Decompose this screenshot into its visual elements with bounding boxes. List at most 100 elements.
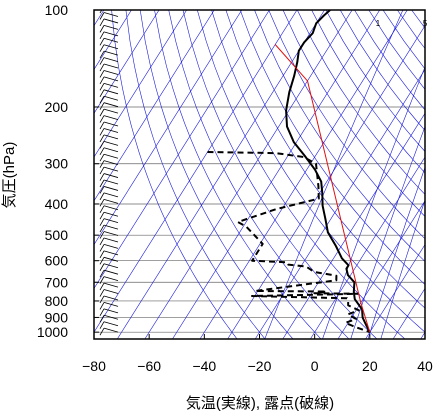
wind-barb-feather — [99, 257, 105, 265]
wind-barb — [103, 134, 119, 140]
y-tick-label: 200 — [45, 99, 69, 115]
wind-barb — [103, 192, 119, 198]
wind-barb-feather — [99, 282, 105, 291]
isotherm-line — [94, 10, 215, 202]
wind-barb — [103, 231, 119, 236]
wind-barb — [103, 50, 119, 56]
dry-adiabat-line — [397, 10, 425, 49]
wind-barb — [103, 224, 119, 230]
x-axis-title: 気温(実線), 露点(破線) — [186, 395, 334, 412]
isotherm-line — [254, 68, 425, 339]
wind-barb-feather — [99, 160, 105, 168]
isotherm-line — [94, 10, 298, 333]
wind-barb-feather — [99, 289, 105, 297]
y-tick-label: 600 — [45, 253, 69, 269]
wind-barb-feather — [99, 102, 105, 110]
mixing-ratio-label: 1 — [376, 19, 381, 28]
wind-barb — [103, 108, 119, 114]
thermodynamic-background-lines — [94, 10, 435, 339]
wind-barb-feather — [99, 295, 105, 304]
wind-barb-feather — [99, 70, 105, 78]
dry-adiabat-line — [297, 10, 425, 195]
isotherm-line — [227, 25, 425, 339]
wind-barb-feather — [99, 38, 105, 46]
wind-barb — [103, 121, 119, 127]
wind-barb-feather — [99, 321, 105, 329]
wind-barb-feather — [99, 263, 105, 271]
x-tick-label: 0 — [311, 358, 319, 374]
wind-barb-feather — [99, 12, 105, 20]
x-tick-label: 40 — [417, 358, 433, 374]
wind-barb — [103, 24, 119, 30]
wind-barb-feather — [99, 115, 105, 123]
wind-barb — [103, 244, 119, 249]
isotherm-line — [94, 10, 270, 289]
wind-barb — [103, 289, 119, 294]
y-tick-label: 300 — [45, 156, 69, 172]
isotherm-line — [94, 10, 160, 114]
x-tick-label: −20 — [248, 358, 272, 374]
dry-adiabat-line — [225, 10, 425, 309]
dry-adiabat-line — [268, 10, 425, 240]
wind-barb — [103, 302, 119, 307]
dry-adiabat-line — [182, 10, 378, 339]
wind-barb-feather — [99, 50, 105, 59]
isotherm-line — [365, 244, 425, 339]
x-tick-label: −80 — [82, 358, 106, 374]
isotherm-line — [117, 10, 325, 339]
wind-barb-feather — [99, 250, 105, 259]
wind-barb — [103, 128, 119, 133]
wind-barb — [103, 295, 119, 301]
wind-barb — [103, 63, 119, 69]
wind-barb-feather — [99, 108, 105, 117]
wind-barb-feather — [99, 76, 105, 85]
wind-barb-feather — [99, 179, 105, 188]
isotherm-line — [94, 10, 187, 158]
dry-adiabat-line — [282, 10, 425, 217]
wind-barb — [103, 37, 119, 43]
wind-barb-feather — [99, 186, 105, 194]
dry-adiabat-line — [382, 10, 425, 70]
wind-barb-feather — [99, 199, 105, 207]
isotherm-line — [172, 10, 380, 339]
wind-barb — [103, 166, 119, 172]
plot-area — [93, 9, 435, 340]
dry-adiabat-line — [426, 10, 435, 339]
wind-barb-feather — [99, 147, 105, 155]
isotherm-line — [144, 10, 353, 339]
wind-barb — [103, 211, 119, 217]
wind-barb-feather — [99, 224, 105, 233]
wind-barb-feather — [99, 31, 105, 40]
wind-barb — [103, 263, 119, 269]
wind-barb-feather — [99, 173, 105, 181]
isotherm-line — [310, 156, 425, 339]
y-tick-label: 400 — [45, 196, 69, 212]
wind-barb — [103, 308, 119, 314]
wind-barb — [103, 160, 119, 166]
temperature-line — [285, 10, 371, 333]
wind-barb — [103, 153, 119, 159]
mixing-ratio-line — [322, 66, 425, 339]
wind-barb — [103, 140, 119, 146]
wind-barb — [103, 82, 119, 88]
wind-barb-feather — [99, 57, 105, 65]
wind-barb-feather — [99, 327, 105, 336]
dry-adiabat-line — [111, 10, 238, 339]
parcel-line — [274, 44, 371, 333]
wind-barb-feather — [99, 83, 105, 91]
wind-barb — [103, 76, 119, 82]
wind-barb-feather — [99, 302, 105, 310]
y-axis-title: 気圧(hPa) — [1, 142, 18, 209]
wind-barb — [103, 269, 119, 275]
dry-adiabat-line — [239, 10, 425, 285]
wind-barb-feather — [99, 128, 105, 136]
dry-adiabat-line — [125, 10, 266, 339]
wind-barb — [103, 282, 119, 288]
wind-barb-feather — [99, 218, 105, 226]
wind-barb — [103, 218, 119, 224]
wind-barb-feather — [99, 96, 105, 104]
wind-barb — [103, 198, 119, 204]
wind-barb — [103, 57, 119, 62]
